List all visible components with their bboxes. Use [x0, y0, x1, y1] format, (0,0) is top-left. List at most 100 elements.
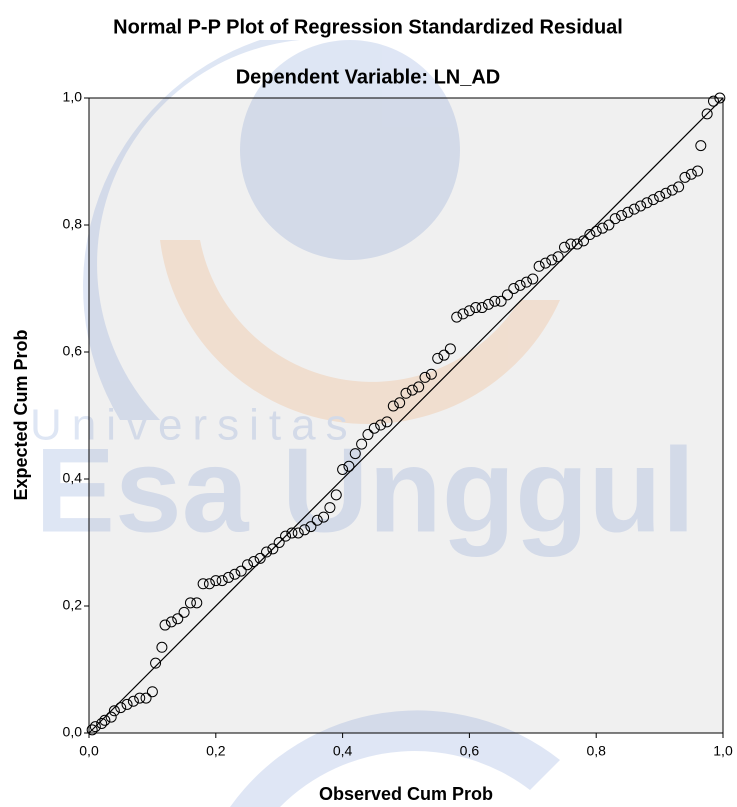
point	[242, 559, 253, 571]
point	[432, 352, 444, 364]
y-tick-label: 0,6	[63, 343, 83, 359]
watermark: Universitas Esa Unggul	[30, 40, 695, 807]
point	[127, 695, 139, 707]
point	[514, 279, 526, 291]
point	[666, 184, 678, 196]
point	[673, 181, 685, 193]
point	[261, 546, 273, 558]
watermark-shape	[240, 40, 460, 260]
point	[654, 190, 666, 202]
point	[273, 537, 285, 548]
point	[438, 349, 450, 361]
point	[99, 714, 111, 726]
point	[444, 343, 456, 355]
y-tick-label: 0,0	[63, 724, 83, 740]
watermark-shape	[83, 40, 300, 420]
point	[324, 502, 336, 514]
chart-title: Normal P-P Plot of Regression Standardiz…	[113, 16, 623, 38]
point	[387, 400, 399, 412]
point	[286, 527, 298, 539]
point	[292, 527, 304, 539]
point	[203, 578, 215, 590]
point	[222, 571, 234, 583]
point	[254, 552, 266, 564]
point	[463, 305, 475, 317]
point	[616, 209, 628, 221]
point	[349, 448, 361, 460]
point	[539, 257, 551, 269]
point	[457, 308, 469, 320]
point	[172, 613, 184, 625]
watermark-text: Universitas	[30, 401, 358, 450]
point	[337, 463, 349, 475]
point	[140, 692, 152, 704]
point	[647, 194, 659, 206]
point	[150, 657, 162, 669]
point	[184, 597, 196, 609]
watermark-shape	[160, 240, 560, 425]
point	[679, 171, 691, 183]
point	[318, 511, 330, 523]
point	[413, 381, 425, 393]
point	[146, 686, 158, 698]
point	[156, 641, 168, 653]
point	[489, 295, 501, 307]
point	[451, 311, 463, 323]
point	[381, 416, 393, 428]
point	[701, 108, 713, 120]
point	[552, 251, 564, 263]
point	[108, 705, 120, 717]
point	[714, 92, 726, 104]
y-axis-label: Expected Cum Prob	[11, 329, 31, 500]
reference-line	[88, 97, 724, 734]
point	[495, 295, 507, 307]
point	[707, 95, 719, 107]
point	[685, 168, 697, 180]
point	[565, 238, 577, 250]
point	[590, 225, 602, 237]
point	[635, 200, 647, 212]
point	[470, 302, 482, 314]
y-tick-label: 0,2	[63, 597, 83, 613]
point	[425, 368, 437, 380]
point	[96, 717, 108, 729]
point	[584, 229, 596, 241]
x-axis-label: Observed Cum Prob	[319, 784, 493, 804]
point	[527, 273, 539, 285]
watermark-text: Esa Unggul	[35, 424, 695, 558]
point	[191, 597, 203, 609]
point	[609, 213, 621, 225]
point	[356, 438, 368, 450]
point	[508, 283, 520, 294]
point	[695, 140, 707, 152]
point	[299, 524, 311, 536]
point	[178, 606, 190, 618]
point	[482, 298, 494, 310]
x-tick-label: 0,2	[206, 743, 226, 759]
x-tick-label: 0,6	[460, 743, 480, 759]
y-tick-label: 0,8	[63, 216, 83, 232]
point	[597, 222, 609, 234]
point	[235, 565, 247, 577]
point	[660, 187, 672, 199]
point	[501, 289, 513, 301]
x-tick-label: 1,0	[713, 743, 733, 759]
point	[622, 206, 634, 218]
point	[311, 514, 323, 526]
point	[368, 422, 380, 434]
point	[134, 692, 146, 704]
point	[533, 260, 545, 272]
point	[419, 371, 431, 383]
point	[229, 568, 241, 580]
point	[375, 419, 387, 431]
point	[476, 302, 488, 314]
point	[115, 702, 127, 714]
point	[210, 575, 222, 587]
point	[165, 616, 177, 628]
point	[546, 254, 558, 266]
point	[406, 384, 418, 396]
chart-subtitle: Dependent Variable: LN_AD	[236, 66, 501, 88]
point	[559, 241, 570, 253]
x-tick-label: 0,8	[586, 743, 606, 759]
